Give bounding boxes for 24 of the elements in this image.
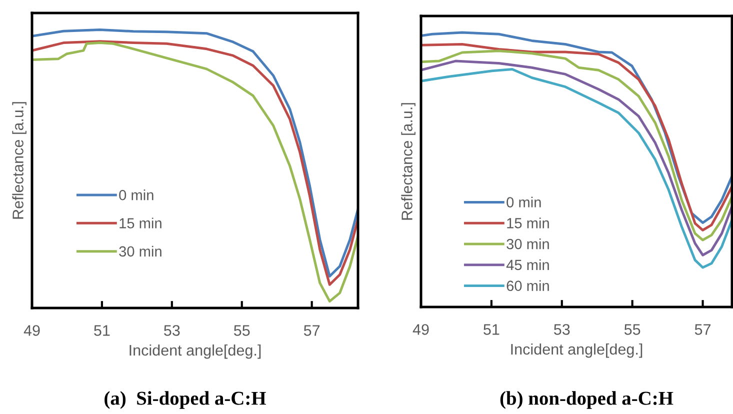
x-tick-label: 53 [554, 324, 570, 335]
y-axis-title: Reflectance [a.u.] [12, 102, 26, 219]
legend-label: 0 min [119, 190, 154, 200]
text: (a) Si-doped a-C:H [104, 391, 266, 409]
legend-label: 15 min [120, 218, 162, 228]
y-axis-title: Reflectance [a.u.] [401, 103, 416, 220]
x-tick-label: 49 [24, 325, 40, 336]
legend-label: 15 min [507, 218, 549, 228]
legend-label: 30 min [506, 238, 549, 250]
x-tick-label: 55 [624, 324, 640, 335]
legend-label: 60 min [506, 280, 549, 291]
x-axis-title: Incident angle[deg.] [511, 343, 642, 358]
x-tick-label: 49 [412, 324, 429, 335]
legend-label: 30 min [119, 246, 162, 257]
x-axis-title: Incident angle[deg.] [130, 344, 261, 359]
x-tick-label: 55 [234, 325, 250, 336]
x-tick-label: 57 [304, 325, 320, 336]
x-tick-label: 53 [164, 325, 180, 336]
legend-label: 0 min [506, 196, 541, 208]
legend-label: 45 min [506, 259, 549, 270]
x-tick-label: 57 [694, 324, 710, 335]
x-tick-label: 51 [94, 325, 110, 336]
text: (b) non-doped a-C:H [500, 391, 674, 409]
x-tick-label: 51 [484, 324, 500, 335]
